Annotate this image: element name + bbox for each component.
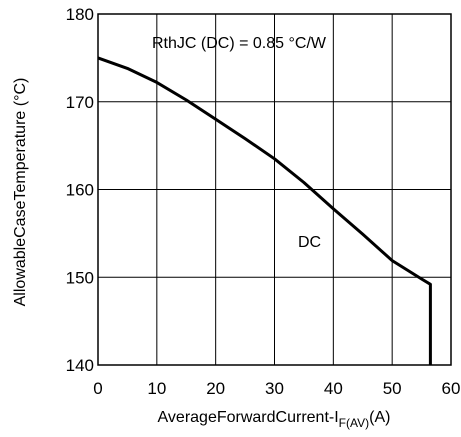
x-axis-label-main: AverageForwardCurrent-I xyxy=(158,409,339,426)
x-axis-label-unit: (A) xyxy=(369,409,390,426)
x-tick-label: 20 xyxy=(206,379,225,398)
curve-label-dc: DC xyxy=(298,234,321,251)
y-axis-label: AllowableCaseTemperature (°C) xyxy=(12,78,29,307)
y-tick-label: 170 xyxy=(66,93,94,112)
y-tick-label: 140 xyxy=(66,356,94,375)
y-tick-label: 180 xyxy=(66,5,94,24)
x-tick-label: 10 xyxy=(147,379,166,398)
y-tick-label: 150 xyxy=(66,268,94,287)
x-tick-labels: 0 10 20 30 40 50 60 xyxy=(93,379,460,398)
x-tick-label: 40 xyxy=(324,379,343,398)
series-layer xyxy=(97,56,432,365)
x-tick-label: 50 xyxy=(383,379,402,398)
y-tick-labels: 140 150 160 170 180 xyxy=(66,5,94,375)
x-tick-label: 30 xyxy=(265,379,284,398)
x-tick-label: 0 xyxy=(93,379,102,398)
x-axis-label-sub: F(AV) xyxy=(339,416,369,430)
series-line-dc xyxy=(97,56,432,365)
y-tick-label: 160 xyxy=(66,181,94,200)
x-axis-label: AverageForwardCurrent-IF(AV)(A) xyxy=(158,409,391,430)
plot-frame xyxy=(97,13,452,366)
x-tick-label: 60 xyxy=(442,379,461,398)
grid xyxy=(98,14,451,365)
rth-annotation: RthJC (DC) = 0.85 °C/W xyxy=(152,35,327,52)
